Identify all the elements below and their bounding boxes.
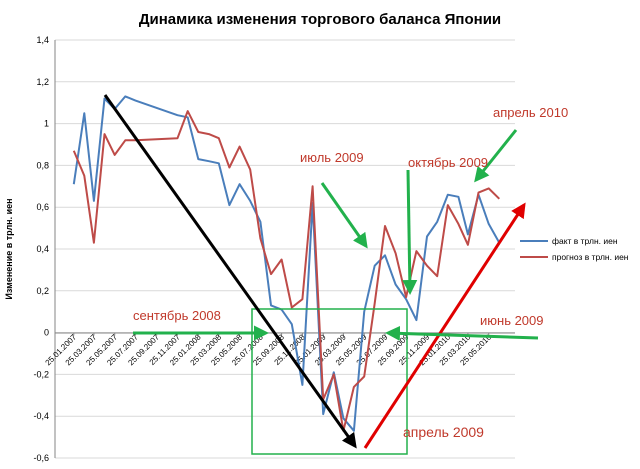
y-tick-label: 0 xyxy=(44,328,49,338)
annotation-aprel-2009: апрель 2009 xyxy=(403,424,484,440)
y-tick-label: -0,2 xyxy=(33,369,49,379)
y-tick-label: 0,8 xyxy=(36,160,49,170)
y-tick-label: 0,2 xyxy=(36,286,49,296)
chart-title: Динамика изменения торгового баланса Япо… xyxy=(139,11,501,28)
y-tick-label: -0,4 xyxy=(33,411,49,421)
highlight-box xyxy=(251,308,408,455)
y-tick-label: 1 xyxy=(44,119,49,129)
arrow-iyun-2009 xyxy=(385,325,539,341)
x-tick-labels: 25.01.200725.03.200725.05.200725.07.2007… xyxy=(44,332,494,367)
annotation-iyun-2009: июнь 2009 xyxy=(480,313,544,328)
legend-label-fact: факт в трлн. иен xyxy=(552,236,618,246)
y-tick-labels: -0,6 -0,4 -0,2 0 0,2 0,4 0,6 0,8 1 1,2 1,4 xyxy=(33,35,49,463)
y-tick-label: 0,4 xyxy=(36,244,49,254)
annotation-sentyabr-2008: сентябрь 2008 xyxy=(133,308,221,323)
series-lines xyxy=(72,95,501,432)
series-line-fact xyxy=(72,95,501,432)
trend-down-arrow xyxy=(103,94,357,449)
arrow-oktyabr-2009 xyxy=(402,169,418,295)
legend: факт в трлн. иен прогноз в трлн. иен xyxy=(520,236,629,262)
y-tick-label: 0,6 xyxy=(36,202,49,212)
y-tick-label: -0,6 xyxy=(33,453,49,463)
annotation-aprel-2010: апрель 2010 xyxy=(493,105,568,120)
arrow-aprel-2010 xyxy=(474,129,518,183)
trend-up-arrow xyxy=(363,202,526,449)
y-tick-label: 1,2 xyxy=(36,77,49,87)
annotation-iyul-2009: июль 2009 xyxy=(300,150,364,165)
legend-label-forecast: прогноз в трлн. иен xyxy=(552,252,629,262)
annotation-oktyabr-2009: октябрь 2009 xyxy=(408,155,488,170)
series-line-forecast xyxy=(72,110,501,432)
y-tick-label: 1,4 xyxy=(36,35,49,45)
arrow-iyul-2009 xyxy=(320,182,368,249)
gridlines xyxy=(55,39,515,459)
y-axis-label: Изменение в трлн. иен xyxy=(4,198,14,299)
